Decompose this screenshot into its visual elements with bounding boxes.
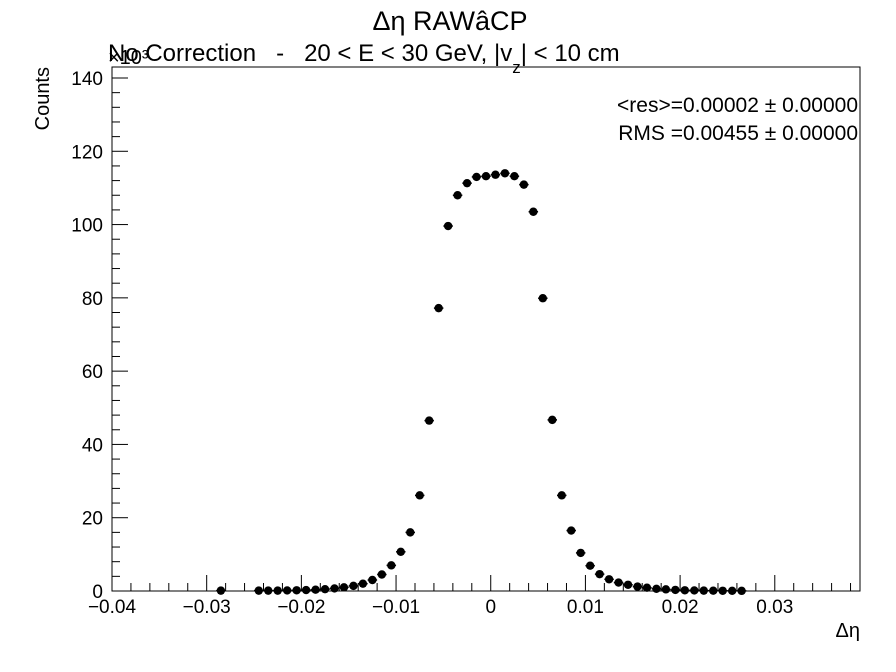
data-point: [481, 171, 491, 181]
x-tick-label: 0: [485, 597, 496, 618]
data-point: [320, 584, 330, 594]
data-point: [717, 586, 728, 595]
y-tick-label: 20: [82, 509, 103, 530]
data-point: [358, 579, 368, 588]
axis-ticks: [111, 77, 852, 592]
data-point: [462, 178, 472, 188]
subtitle-separator: -: [256, 40, 304, 67]
y-tick-label: 80: [82, 289, 103, 310]
data-point: [528, 207, 539, 216]
data-point: [642, 583, 652, 592]
data-point: [651, 584, 662, 594]
data-point: [329, 584, 340, 593]
x-tick-label: −0.03: [183, 597, 231, 618]
data-point: [339, 583, 349, 592]
data-point: [310, 585, 321, 594]
data-point: [301, 585, 311, 595]
data-point: [585, 561, 595, 570]
data-point: [736, 586, 747, 596]
data-point: [623, 580, 633, 589]
data-point: [604, 575, 614, 584]
plot-frame: [111, 66, 861, 592]
data-point: [348, 581, 359, 591]
data-point: [490, 170, 501, 179]
x-tick-label: 0.02: [662, 597, 699, 618]
x-tick-label: −0.02: [277, 597, 325, 618]
data-point: [661, 585, 671, 594]
axis-tick-labels: −0.04 −0.03 −0.02 −0.01 0 0.01 0.02 0.03 0 20 40 60…: [71, 69, 793, 618]
data-point: [519, 180, 529, 189]
data-point: [557, 491, 567, 500]
data-point: [405, 528, 415, 537]
data-point: [727, 586, 737, 596]
data-point: [689, 586, 700, 595]
data-point: [396, 547, 406, 556]
data-point: [509, 171, 520, 181]
data-point: [424, 416, 434, 425]
y-tick-label: 100: [71, 216, 103, 237]
data-point: [291, 586, 302, 595]
y-tick-label: 140: [71, 69, 103, 90]
data-point: [547, 415, 558, 425]
data-point: [263, 586, 273, 595]
subtitle-range: 20 < E < 30 GeV, |v: [304, 40, 512, 67]
x-tick-label: 0.03: [756, 597, 793, 618]
data-point: [443, 221, 453, 231]
y-tick-label: 120: [71, 142, 103, 163]
data-point: [500, 169, 510, 178]
subtitle-correction: No Correction: [108, 40, 256, 67]
data-point: [670, 585, 681, 595]
data-point: [632, 582, 643, 591]
data-points: [216, 169, 747, 596]
data-point: [282, 586, 292, 595]
y-tick-label: 40: [82, 435, 103, 456]
data-point: [254, 586, 264, 595]
data-point: [613, 578, 624, 587]
data-point: [216, 586, 226, 595]
subtitle-tail: | < 10 cm: [521, 40, 620, 67]
data-point: [566, 526, 576, 535]
data-point: [594, 569, 605, 579]
subtitle-subscript: z: [512, 58, 521, 77]
chart-title: Δη RAWâCP: [372, 6, 527, 36]
data-point: [414, 491, 425, 500]
data-point: [452, 191, 463, 200]
y-multiplier: ×10³: [108, 47, 149, 69]
chart-subtitle: No Correction - 20 < E < 30 GeV, |vz| < …: [108, 40, 620, 77]
stats-rms: RMS =0.00455 ± 0.00000: [618, 122, 858, 145]
x-tick-label: −0.04: [88, 597, 137, 618]
data-point: [433, 303, 444, 313]
data-point: [708, 586, 718, 595]
x-tick-label: 0.01: [567, 597, 604, 618]
data-point: [699, 586, 709, 595]
data-point: [377, 570, 387, 579]
x-axis-label: Δη: [836, 620, 860, 642]
x-tick-label: −0.01: [372, 597, 420, 618]
data-point: [272, 586, 283, 595]
data-point: [386, 561, 397, 570]
data-point: [471, 172, 482, 182]
data-point: [575, 548, 586, 558]
data-point: [538, 294, 548, 303]
y-axis-label: Counts: [32, 67, 54, 130]
y-tick-label: 60: [82, 362, 103, 383]
y-tick-label: 0: [92, 582, 103, 603]
data-point: [367, 575, 378, 585]
stats-mean: <res>=0.00002 ± 0.00000: [617, 94, 858, 117]
data-point: [680, 586, 690, 595]
